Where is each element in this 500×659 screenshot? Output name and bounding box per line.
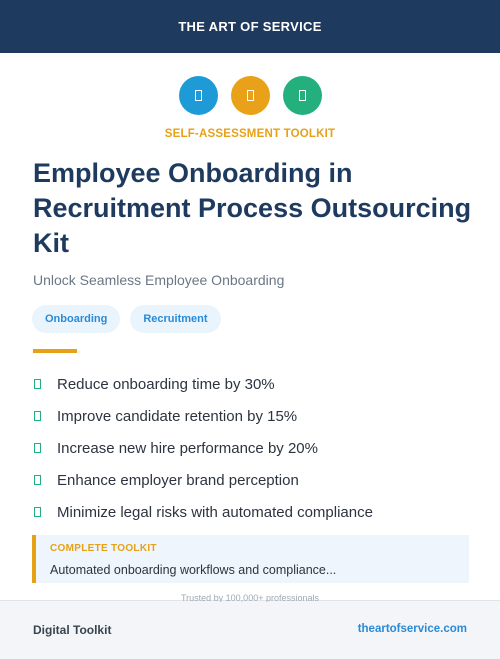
blue-circle-icon [178, 76, 218, 115]
list-item: Enhance employer brand perception [33, 464, 473, 496]
list-item: Improve candidate retention by 15% [33, 400, 473, 432]
check-icon [34, 411, 41, 421]
callout-text: Automated onboarding workflows and compl… [50, 563, 337, 577]
benefit-text: Improve candidate retention by 15% [57, 407, 298, 425]
tag-onboarding[interactable]: Onboarding [32, 305, 121, 333]
orange-circle-icon [230, 76, 270, 115]
trusted-note: Trusted by 100,000+ professionals [180, 593, 319, 602]
benefit-text: Increase new hire performance by 20% [57, 439, 318, 457]
list-item: Minimize legal risks with automated comp… [33, 496, 473, 528]
icon-row [0, 76, 500, 115]
footer-label: Digital Toolkit [33, 623, 112, 637]
check-icon [34, 507, 41, 517]
check-icon [34, 443, 41, 453]
benefit-text: Enhance employer brand perception [57, 471, 299, 489]
check-icon [34, 475, 41, 485]
green-circle-icon [282, 76, 322, 115]
page-subtitle: Unlock Seamless Employee Onboarding [33, 272, 285, 288]
brand-name: THE ART OF SERVICE [178, 19, 322, 34]
benefit-text: Reduce onboarding time by 30% [57, 375, 275, 393]
toolkit-callout: COMPLETE TOOLKIT Automated onboarding wo… [32, 535, 469, 583]
toolkit-kicker: SELF-ASSESSMENT TOOLKIT [164, 128, 336, 140]
footer-website-link[interactable]: theartofservice.com [357, 623, 467, 635]
list-item: Increase new hire performance by 20% [33, 432, 473, 464]
accent-divider [33, 349, 77, 353]
check-icon [34, 379, 41, 389]
benefit-text: Minimize legal risks with automated comp… [57, 503, 373, 521]
page-title: Employee Onboarding in Recruitment Proce… [33, 158, 472, 258]
callout-label: COMPLETE TOOLKIT [50, 543, 157, 554]
list-item: Reduce onboarding time by 30% [33, 368, 473, 400]
tag-list: Onboarding Recruitment [32, 305, 221, 333]
top-banner: THE ART OF SERVICE [0, 0, 500, 53]
benefit-list: Reduce onboarding time by 30% Improve ca… [33, 368, 473, 528]
tag-recruitment[interactable]: Recruitment [130, 305, 221, 333]
footer: Digital Toolkit theartofservice.com [0, 600, 500, 659]
